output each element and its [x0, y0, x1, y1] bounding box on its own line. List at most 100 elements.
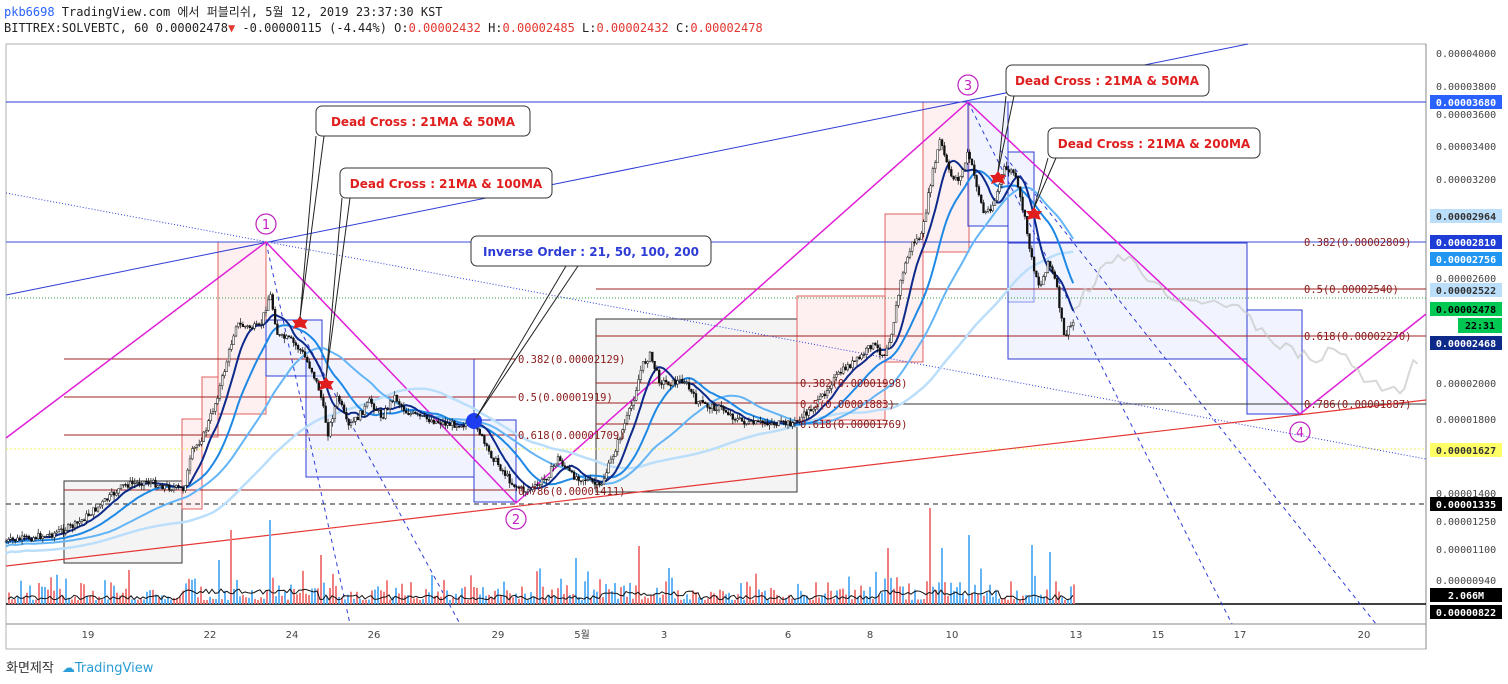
volume-bar	[269, 520, 271, 604]
ma-200-line[interactable]	[5, 250, 1074, 555]
x-tick-1: 22	[204, 630, 217, 641]
candle-body	[283, 334, 286, 339]
candle-body	[487, 445, 491, 452]
candle-body	[821, 393, 824, 397]
callout-2[interactable]: Dead Cross : 21MA & 100MA	[339, 167, 553, 199]
volume-bar	[383, 591, 385, 604]
volume-bar	[887, 548, 889, 604]
y-tick-8: 0.00001400	[1436, 489, 1496, 500]
volume-bar	[446, 590, 448, 604]
volume-bar	[392, 596, 394, 604]
candle-body	[860, 354, 863, 360]
volume-bar	[362, 599, 364, 604]
dead-cross-marker-1[interactable]	[292, 316, 308, 329]
volume-bar	[266, 590, 268, 604]
callout-1-text: Dead Cross : 21MA & 50MA	[331, 115, 516, 129]
volume-bar	[215, 598, 217, 604]
y-tick-4: 0.00003200	[1436, 175, 1496, 186]
publisher-username[interactable]: pkb6698	[4, 5, 55, 19]
volume-bar	[860, 585, 862, 604]
dead-cross-marker-2[interactable]	[318, 377, 334, 390]
candle-body	[628, 408, 631, 416]
volume-bar	[104, 580, 106, 604]
candle-body	[731, 413, 734, 420]
pattern-box-2[interactable]	[181, 418, 203, 510]
candle-body	[1007, 169, 1010, 173]
candle-body	[538, 484, 541, 486]
candle-body	[706, 403, 709, 408]
candle-body	[579, 480, 583, 482]
y-tick-5: 0.00002600	[1436, 274, 1496, 285]
candle-body	[188, 458, 192, 471]
callout-4[interactable]: Dead Cross : 21MA & 50MA	[1005, 64, 1210, 97]
candle-body	[209, 413, 212, 421]
candle-body	[572, 471, 576, 480]
candle-body	[577, 476, 580, 482]
inverse-order-marker[interactable]	[466, 413, 482, 429]
price-tags: 0.00003680 0.00002964 0.00002810 0.00002…	[1430, 95, 1502, 619]
callout-3[interactable]: Inverse Order : 21, 50, 100, 200	[470, 235, 712, 267]
pattern-box-4[interactable]	[217, 241, 267, 415]
volume-bar	[521, 586, 523, 604]
dotted-trendline[interactable]	[5, 192, 1427, 460]
candle-body	[612, 456, 615, 460]
callout-1[interactable]: Dead Cross : 21MA & 50MA	[315, 105, 531, 137]
dead-cross-marker-4[interactable]	[1026, 207, 1042, 220]
fib-retracement-2[interactable]	[596, 382, 888, 425]
elliott-wave-path[interactable]	[5, 100, 1427, 505]
volume-bar	[653, 594, 655, 604]
candle-body	[322, 397, 325, 407]
candle-body	[239, 322, 242, 325]
candle-body	[798, 421, 801, 423]
fib-retracement-1[interactable]	[64, 358, 516, 491]
volume-bar	[77, 599, 79, 604]
tradingview-logo[interactable]: ☁TradingView	[62, 661, 154, 676]
volume-bar	[176, 598, 178, 604]
volume-bar	[590, 598, 592, 604]
candle-body	[221, 375, 224, 386]
cross-markers[interactable]	[292, 171, 1042, 429]
candle-body	[614, 451, 617, 457]
candle-body	[890, 334, 893, 343]
candle-body	[708, 407, 711, 410]
volume-bar	[95, 599, 97, 604]
candle-body	[874, 342, 877, 346]
candlesticks	[4, 137, 1075, 545]
candle-body	[41, 536, 44, 539]
candle-body	[402, 406, 406, 411]
volume-bar	[467, 599, 469, 604]
volume-bar	[971, 592, 973, 604]
wave-1-circle	[255, 213, 277, 235]
pattern-box-15[interactable]	[1246, 309, 1303, 415]
volume-bar	[386, 580, 388, 604]
candle-body	[913, 241, 916, 244]
candle-body	[950, 169, 953, 177]
volume-tag: 2.066M	[1448, 591, 1484, 602]
volume-bar	[452, 597, 454, 604]
ma-100-line[interactable]	[5, 186, 1075, 548]
candle-body	[552, 465, 555, 468]
lower-trendline[interactable]	[5, 399, 1427, 567]
callout-5[interactable]: Dead Cross : 21MA & 200MA	[1047, 127, 1261, 159]
volume-bar	[101, 599, 103, 604]
candle-body	[1003, 166, 1006, 175]
dead-cross-marker-3[interactable]	[990, 171, 1006, 184]
volume-bar	[497, 588, 499, 604]
volume-bar	[977, 593, 979, 604]
volume-bar	[1034, 575, 1036, 604]
candle-body	[1051, 266, 1054, 273]
price-chart[interactable]: Dead Cross : 21MA & 50MA Dead Cross : 21…	[0, 0, 1508, 650]
candle-body	[989, 208, 992, 211]
candle-body	[881, 354, 884, 356]
candle-body	[1028, 233, 1031, 249]
candle-body	[888, 342, 891, 349]
x-tick-12: 17	[1234, 630, 1247, 641]
dashed-projection-lines[interactable]	[265, 101, 1377, 625]
volume-bar	[107, 599, 109, 604]
fib-retracement-3[interactable]	[596, 288, 1426, 337]
volume-bar	[356, 591, 358, 604]
volume-bar	[227, 599, 229, 604]
price-tag-2810: 0.00002810	[1436, 238, 1496, 249]
volume-bar	[869, 586, 871, 604]
volume-bar	[866, 596, 868, 604]
